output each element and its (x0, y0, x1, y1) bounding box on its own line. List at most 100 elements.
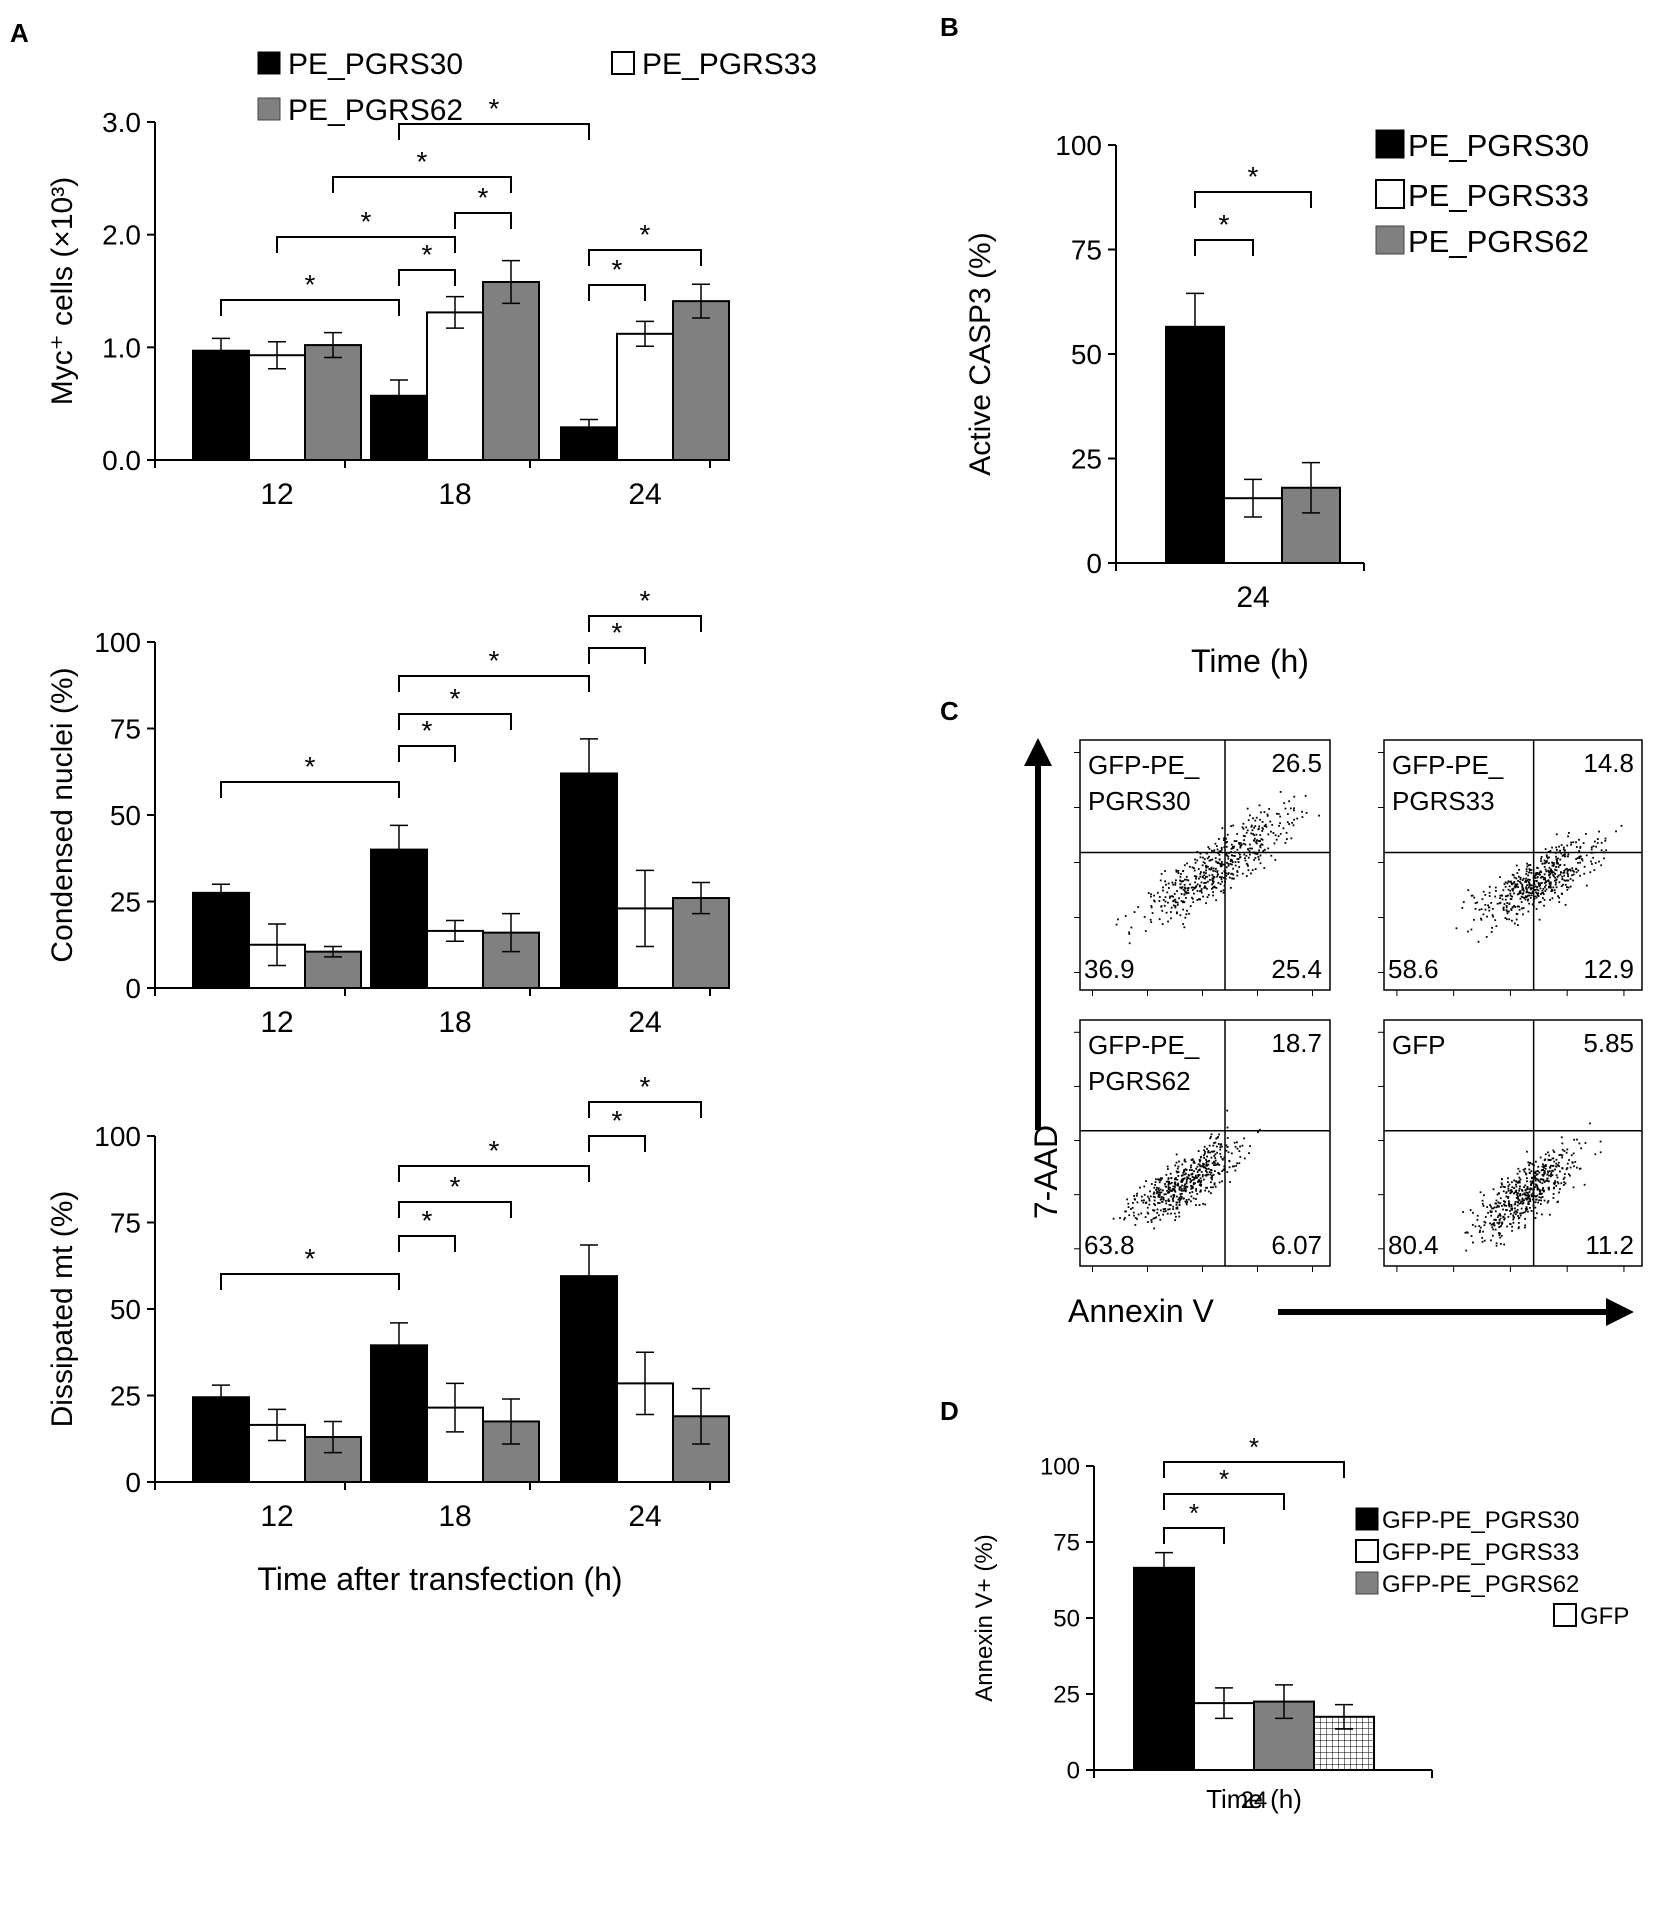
flow-event-dot (1499, 1243, 1502, 1245)
flow-event-dot (1156, 1211, 1159, 1214)
flow-event-dot (1527, 1161, 1530, 1164)
x-tick-label: 12 (260, 1500, 293, 1533)
flow-event-dot (1550, 1175, 1552, 1178)
flow-event-dot (1278, 824, 1280, 827)
flow-event-dot (1593, 840, 1596, 843)
flow-event-dot (1163, 1193, 1166, 1196)
flow-event-dot (1559, 858, 1562, 861)
flow-event-dot (1267, 847, 1270, 850)
flow-event-dot (1235, 1164, 1238, 1167)
flow-event-dot (1533, 879, 1536, 882)
flow-event-dot (1539, 876, 1542, 879)
flow-event-dot (1516, 1204, 1519, 1207)
flow-event-dot (1252, 833, 1254, 835)
flow-event-dot (1232, 867, 1235, 870)
flow-event-dot (1525, 873, 1528, 875)
flow-event-dot (1482, 1230, 1484, 1233)
flow-event-dot (1205, 1168, 1208, 1170)
flow-event-dot (1573, 870, 1575, 873)
flow-event-dot (1182, 1197, 1185, 1200)
flow-event-dot (1502, 1190, 1505, 1193)
flow-event-dot (1556, 1176, 1559, 1179)
flow-event-dot (1218, 1163, 1221, 1166)
significance-star: * (612, 1105, 623, 1136)
flow-event-dot (1488, 885, 1491, 888)
flow-event-dot (1525, 1206, 1528, 1209)
flow-event-dot (1177, 872, 1180, 874)
flow-event-dot (1567, 879, 1570, 882)
flow-event-dot (1512, 874, 1515, 877)
flow-event-dot (1217, 1172, 1220, 1175)
y-tick-label: 75 (1053, 1530, 1080, 1557)
flow-event-dot (1246, 807, 1249, 810)
flow-event-dot (1209, 1137, 1212, 1140)
flow-event-dot (1540, 860, 1542, 863)
flow-event-dot (1164, 880, 1167, 883)
flow-event-dot (1576, 857, 1579, 860)
flow-q-bg (1568, 746, 1636, 778)
flow-event-dot (1195, 885, 1198, 887)
flow-event-dot (1551, 897, 1554, 900)
flow-event-dot (1253, 826, 1256, 829)
flow-event-dot (1525, 1191, 1528, 1194)
flow-event-dot (1285, 838, 1288, 840)
flow-event-dot (1501, 1222, 1504, 1224)
flow-event-dot (1558, 845, 1560, 848)
flow-event-dot (1230, 843, 1233, 846)
significance-star: * (422, 1205, 433, 1236)
flow-event-dot (1521, 1198, 1524, 1201)
flow-event-dot (1509, 889, 1512, 892)
flow-event-dot (1148, 1203, 1151, 1206)
flow-event-dot (1529, 1172, 1531, 1175)
flow-event-dot (1154, 1183, 1157, 1186)
flow-event-dot (1505, 1195, 1508, 1198)
flow-event-dot (1499, 1197, 1502, 1200)
flow-event-dot (1140, 1195, 1143, 1198)
flow-event-dot (1525, 886, 1528, 889)
flow-event-dot (1239, 842, 1242, 845)
flow-event-dot (1541, 1165, 1544, 1168)
flow-event-dot (1559, 873, 1562, 876)
y-tick-label: 75 (110, 1208, 141, 1239)
flow-event-dot (1548, 866, 1551, 869)
y-tick-label: 75 (1071, 235, 1102, 266)
flow-event-dot (1243, 839, 1246, 842)
legend-d-label-pgrs30: GFP-PE_PGRS30 (1382, 1507, 1579, 1534)
flow-event-dot (1486, 1206, 1489, 1208)
flow-event-dot (1158, 1181, 1161, 1184)
flow-event-dot (1191, 1173, 1194, 1176)
flow-event-dot (1165, 1185, 1167, 1188)
flow-event-dot (1136, 1218, 1138, 1220)
flow-event-dot (1181, 1178, 1184, 1181)
flow-event-dot (1219, 1143, 1222, 1146)
flow-event-dot (1162, 899, 1165, 901)
flow-event-dot (1488, 891, 1491, 894)
flow-event-dot (1185, 1199, 1188, 1201)
flow-event-dot (1564, 883, 1567, 886)
flow-event-dot (1172, 1205, 1175, 1208)
flow-event-dot (1216, 1163, 1219, 1166)
flow-event-dot (1547, 1186, 1550, 1189)
flow-event-dot (1570, 841, 1573, 844)
flow-event-dot (1186, 1201, 1189, 1203)
significance-bracket (398, 123, 590, 140)
flow-q-bg (1256, 1228, 1324, 1260)
flow-event-dot (1191, 1176, 1194, 1178)
flow-event-dot (1562, 1178, 1565, 1180)
flow-event-dot (1218, 1133, 1220, 1136)
flow-event-dot (1212, 867, 1215, 870)
flow-event-dot (1192, 886, 1195, 889)
flow-event-dot (1184, 1183, 1186, 1186)
flow-event-dot (1258, 840, 1261, 843)
x-axis-label: Time (h) (1191, 643, 1309, 679)
flow-event-dot (1515, 885, 1518, 887)
flow-event-dot (1189, 883, 1191, 886)
flow-event-dot (1243, 1137, 1246, 1140)
flow-event-dot (1165, 1202, 1168, 1205)
flow-event-dot (1215, 860, 1217, 863)
flow-event-dot (1128, 931, 1130, 934)
flow-event-dot (1573, 1165, 1575, 1168)
flow-event-dot (1526, 1177, 1528, 1180)
flow-event-dot (1512, 1214, 1515, 1217)
